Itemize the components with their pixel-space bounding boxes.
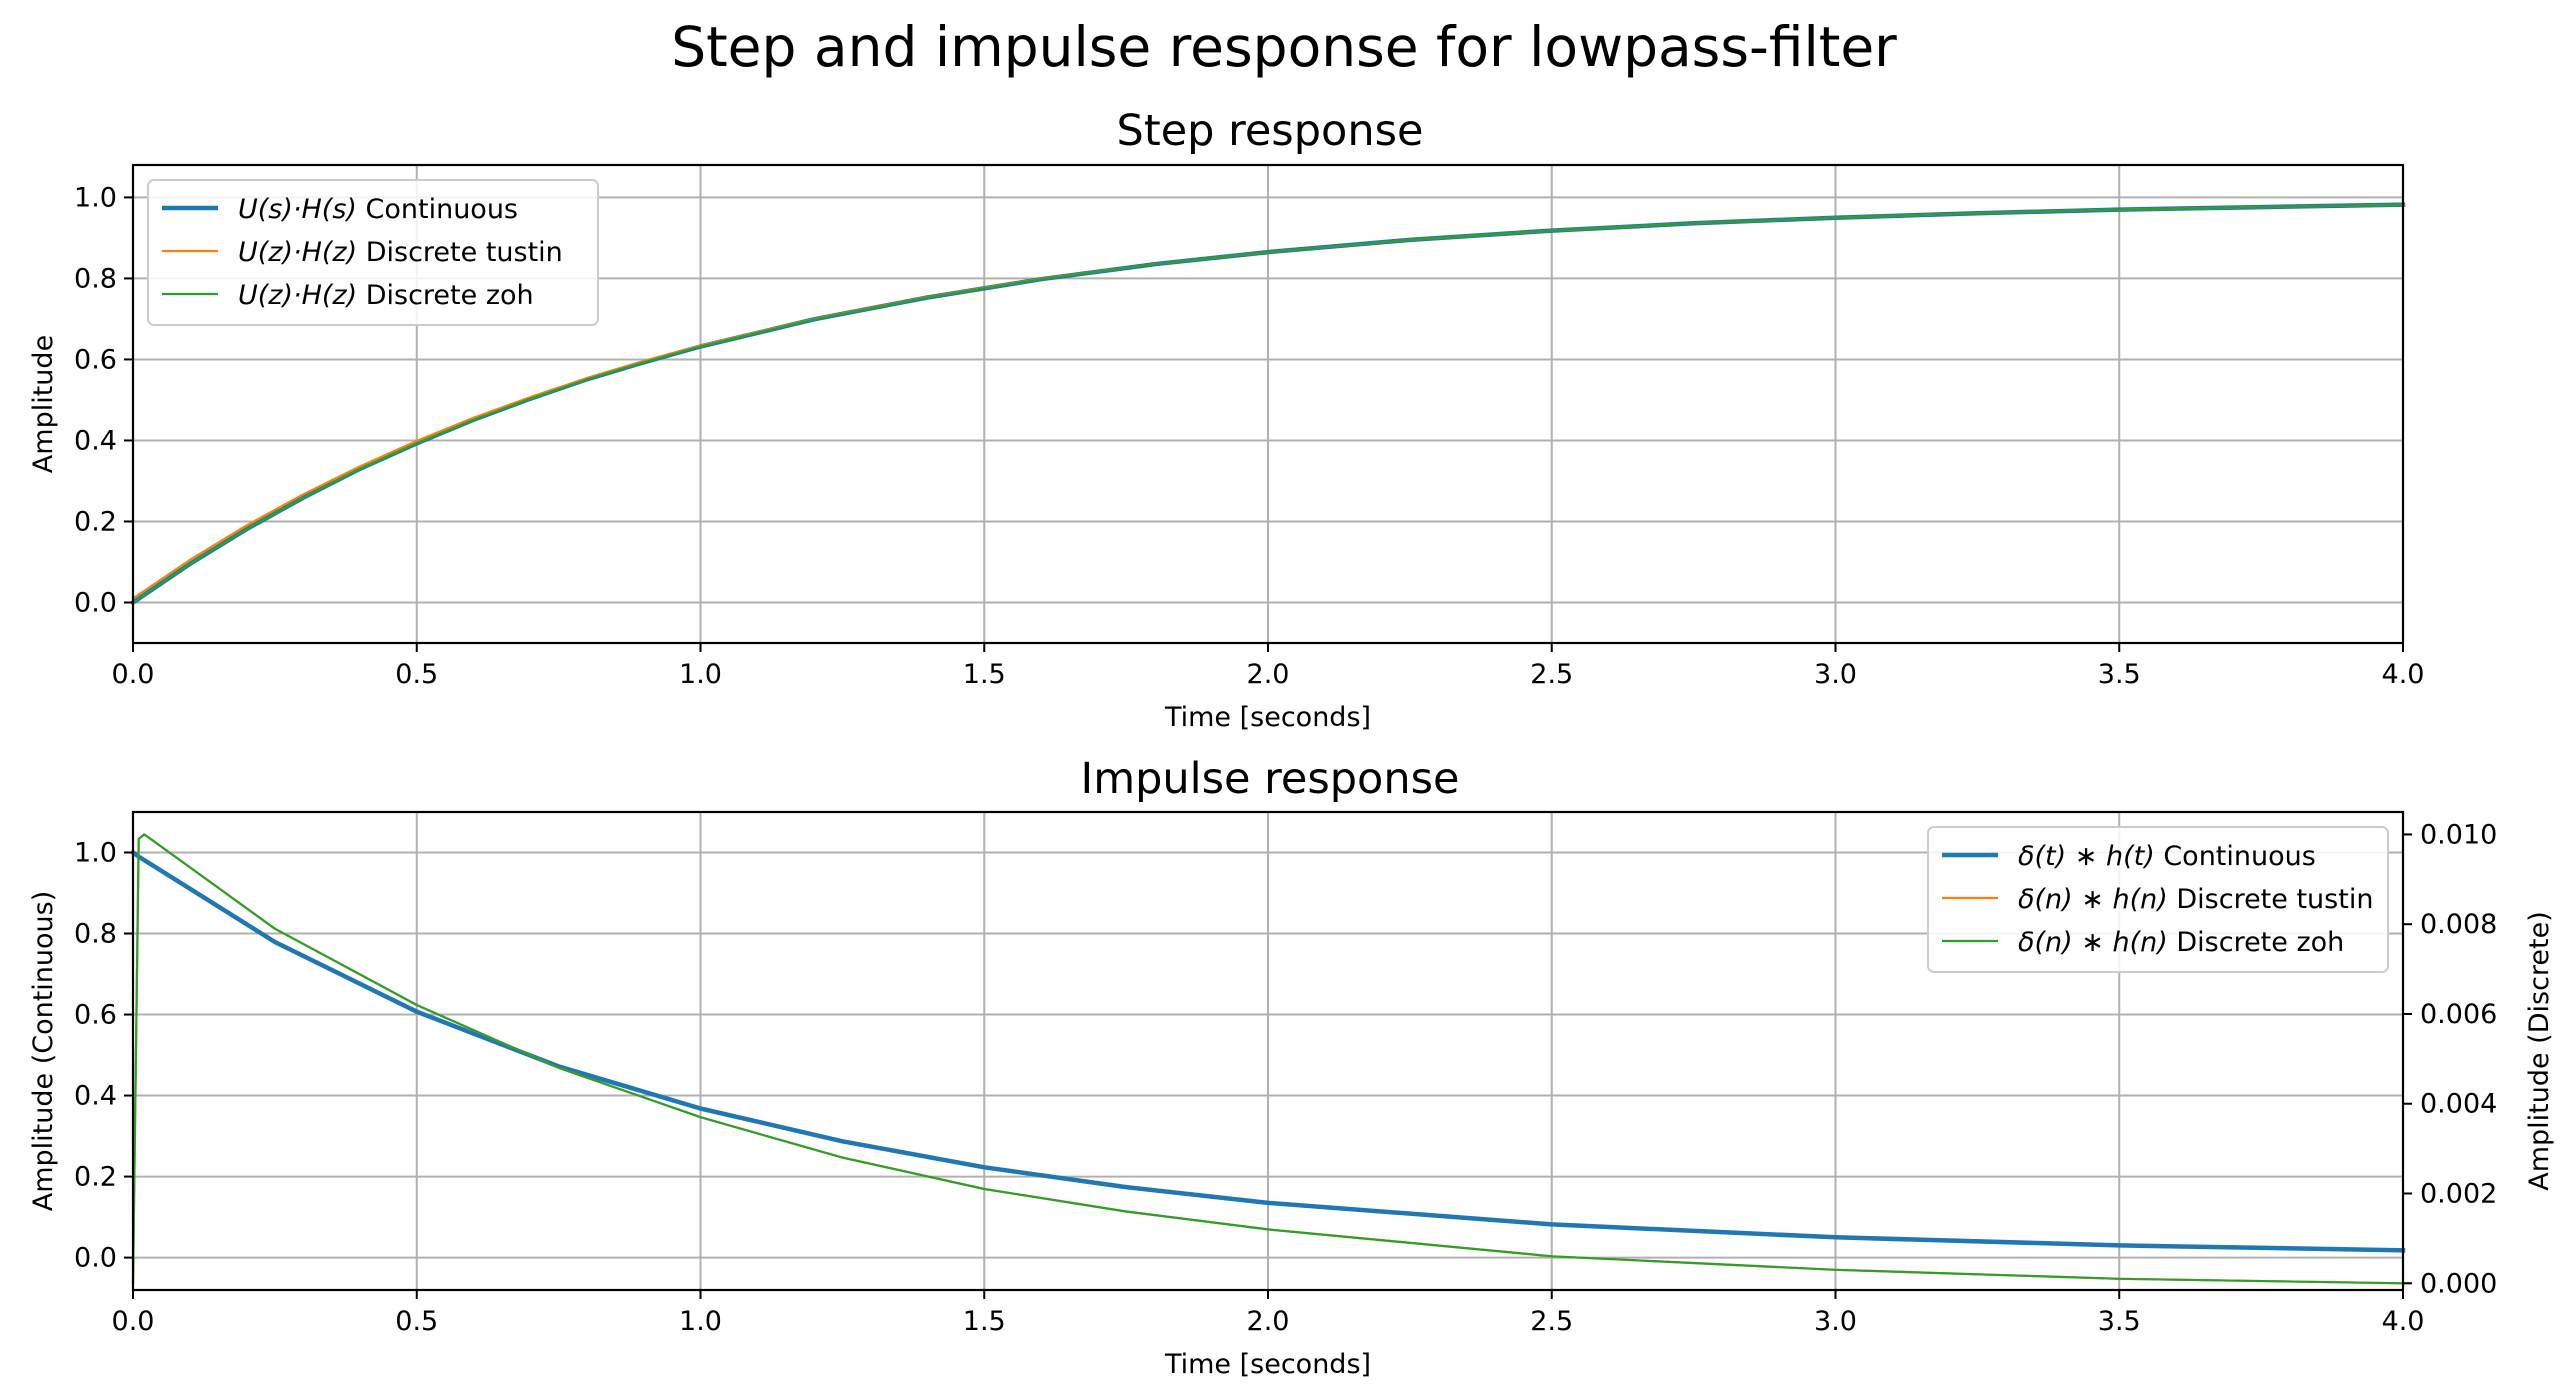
impulse-legend: δ(t) ∗ h(t) Continuous δ(n) ∗ h(n) Discre… xyxy=(1927,826,2389,973)
x-tick-label: 4.0 xyxy=(2382,1306,2425,1337)
legend-entry-math: δ(n) ∗ h(n) xyxy=(2018,927,2168,958)
legend-entry-label: δ(t) ∗ h(t) Continuous xyxy=(2018,841,2316,872)
right-y-tick-label: 0.006 xyxy=(2420,999,2497,1030)
impulse-y-axis-label-left: Amplitude (Continuous) xyxy=(28,891,59,1212)
x-tick-label: 1.0 xyxy=(679,1306,722,1337)
impulse-x-ticks: 0.0 0.5 1.0 1.5 2.0 2.5 3.0 3.5 4.0 xyxy=(112,1290,2425,1337)
legend-entry-math: δ(n) ∗ h(n) xyxy=(2018,884,2168,915)
y-tick-label: 0.2 xyxy=(74,506,117,537)
y-tick-label: 1.0 xyxy=(74,182,117,213)
x-tick-label: 0.5 xyxy=(395,1306,438,1337)
x-tick-label: 3.0 xyxy=(1814,1306,1857,1337)
figure-title: Step and impulse response for lowpass-fi… xyxy=(671,15,1897,79)
x-tick-label: 2.5 xyxy=(1530,659,1573,690)
series-line-discrete-zoh xyxy=(131,833,2405,1285)
impulse-y-ticks-left: 0.0 0.2 0.4 0.6 0.8 1.0 xyxy=(74,838,133,1274)
legend-entry-label: δ(n) ∗ h(n) Discrete zoh xyxy=(2018,927,2344,958)
legend-entry-math: δ(t) ∗ h(t) xyxy=(2018,841,2155,872)
x-tick-label: 1.5 xyxy=(963,659,1006,690)
y-tick-label: 0.4 xyxy=(74,1081,117,1112)
impulse-y-axis-label-right: Amplitude (Discrete) xyxy=(2524,911,2555,1191)
impulse-series-lines xyxy=(129,833,2406,1285)
right-y-tick-label: 0.004 xyxy=(2420,1089,2497,1120)
legend-box xyxy=(1927,826,2389,973)
impulse-chart-title: Impulse response xyxy=(1081,754,1460,804)
step-x-ticks: 0.0 0.5 1.0 1.5 2.0 2.5 3.0 3.5 4.0 xyxy=(112,643,2425,690)
legend-entry-label: δ(n) ∗ h(n) Discrete tustin xyxy=(2018,884,2373,915)
y-tick-label: 1.0 xyxy=(74,838,117,869)
legend-entry-label: U(z)·H(z) Discrete tustin xyxy=(238,237,563,268)
right-y-tick-label: 0.000 xyxy=(2420,1268,2497,1299)
y-tick-label: 0.0 xyxy=(74,587,117,618)
step-y-ticks: 0.0 0.2 0.4 0.6 0.8 1.0 xyxy=(74,182,133,618)
legend-entry-math: U(s)·H(s) xyxy=(238,194,357,225)
legend-box xyxy=(147,179,599,326)
impulse-response-chart: Impulse response 0.0 0.5 1.0 1.5 2.0 2.5 3.0 3.… xyxy=(28,754,2555,1380)
legend-entry-text: Continuous xyxy=(357,194,518,225)
x-tick-label: 4.0 xyxy=(2382,659,2425,690)
y-tick-label: 0.8 xyxy=(74,919,117,950)
legend-entry-math: U(z)·H(z) xyxy=(238,237,357,268)
y-tick-label: 0.2 xyxy=(74,1162,117,1193)
legend-entry-text: Continuous xyxy=(2155,841,2316,872)
x-tick-label: 1.0 xyxy=(679,659,722,690)
legend-entry-label: U(s)·H(s) Continuous xyxy=(238,194,518,225)
y-tick-label: 0.6 xyxy=(74,344,117,375)
legend-entry-text: Discrete tustin xyxy=(2168,884,2374,915)
series-line-discrete-zoh xyxy=(131,203,2405,605)
y-tick-label: 0.6 xyxy=(74,1000,117,1031)
step-response-chart: Step response 0.0 0.5 1.0 1.5 2.0 2.5 3.0 3.5 4.… xyxy=(28,106,2424,733)
series-line-continuous xyxy=(129,849,2406,1253)
right-y-tick-label: 0.010 xyxy=(2420,819,2497,850)
legend-entry-text: Discrete zoh xyxy=(357,280,534,311)
legend-entry-text: Discrete tustin xyxy=(357,237,563,268)
x-tick-label: 1.5 xyxy=(963,1306,1006,1337)
x-tick-label: 3.0 xyxy=(1814,659,1857,690)
y-tick-label: 0.0 xyxy=(74,1243,117,1274)
step-series-lines xyxy=(129,202,2406,606)
right-y-tick-label: 0.008 xyxy=(2420,909,2497,940)
step-y-axis-label: Amplitude xyxy=(28,335,59,473)
legend-entry-label: U(z)·H(z) Discrete zoh xyxy=(238,280,534,311)
legend-entry-text: Discrete zoh xyxy=(2168,927,2345,958)
y-tick-label: 0.8 xyxy=(74,263,117,294)
legend-entry-math: U(z)·H(z) xyxy=(238,280,357,311)
impulse-y-ticks-right: 0.000 0.002 0.004 0.006 0.008 0.010 xyxy=(2403,819,2497,1299)
x-tick-label: 0.5 xyxy=(395,659,438,690)
x-tick-label: 3.5 xyxy=(2098,659,2141,690)
step-chart-title: Step response xyxy=(1117,106,1424,156)
x-tick-label: 3.5 xyxy=(2098,1306,2141,1337)
x-tick-label: 2.0 xyxy=(1247,1306,1290,1337)
x-tick-label: 0.0 xyxy=(112,659,155,690)
y-tick-label: 0.4 xyxy=(74,425,117,456)
step-x-axis-label: Time [seconds] xyxy=(1164,702,1371,733)
right-y-tick-label: 0.002 xyxy=(2420,1179,2497,1210)
x-tick-label: 2.5 xyxy=(1530,1306,1573,1337)
x-tick-label: 0.0 xyxy=(112,1306,155,1337)
x-tick-label: 2.0 xyxy=(1247,659,1290,690)
impulse-x-axis-label: Time [seconds] xyxy=(1164,1349,1371,1380)
